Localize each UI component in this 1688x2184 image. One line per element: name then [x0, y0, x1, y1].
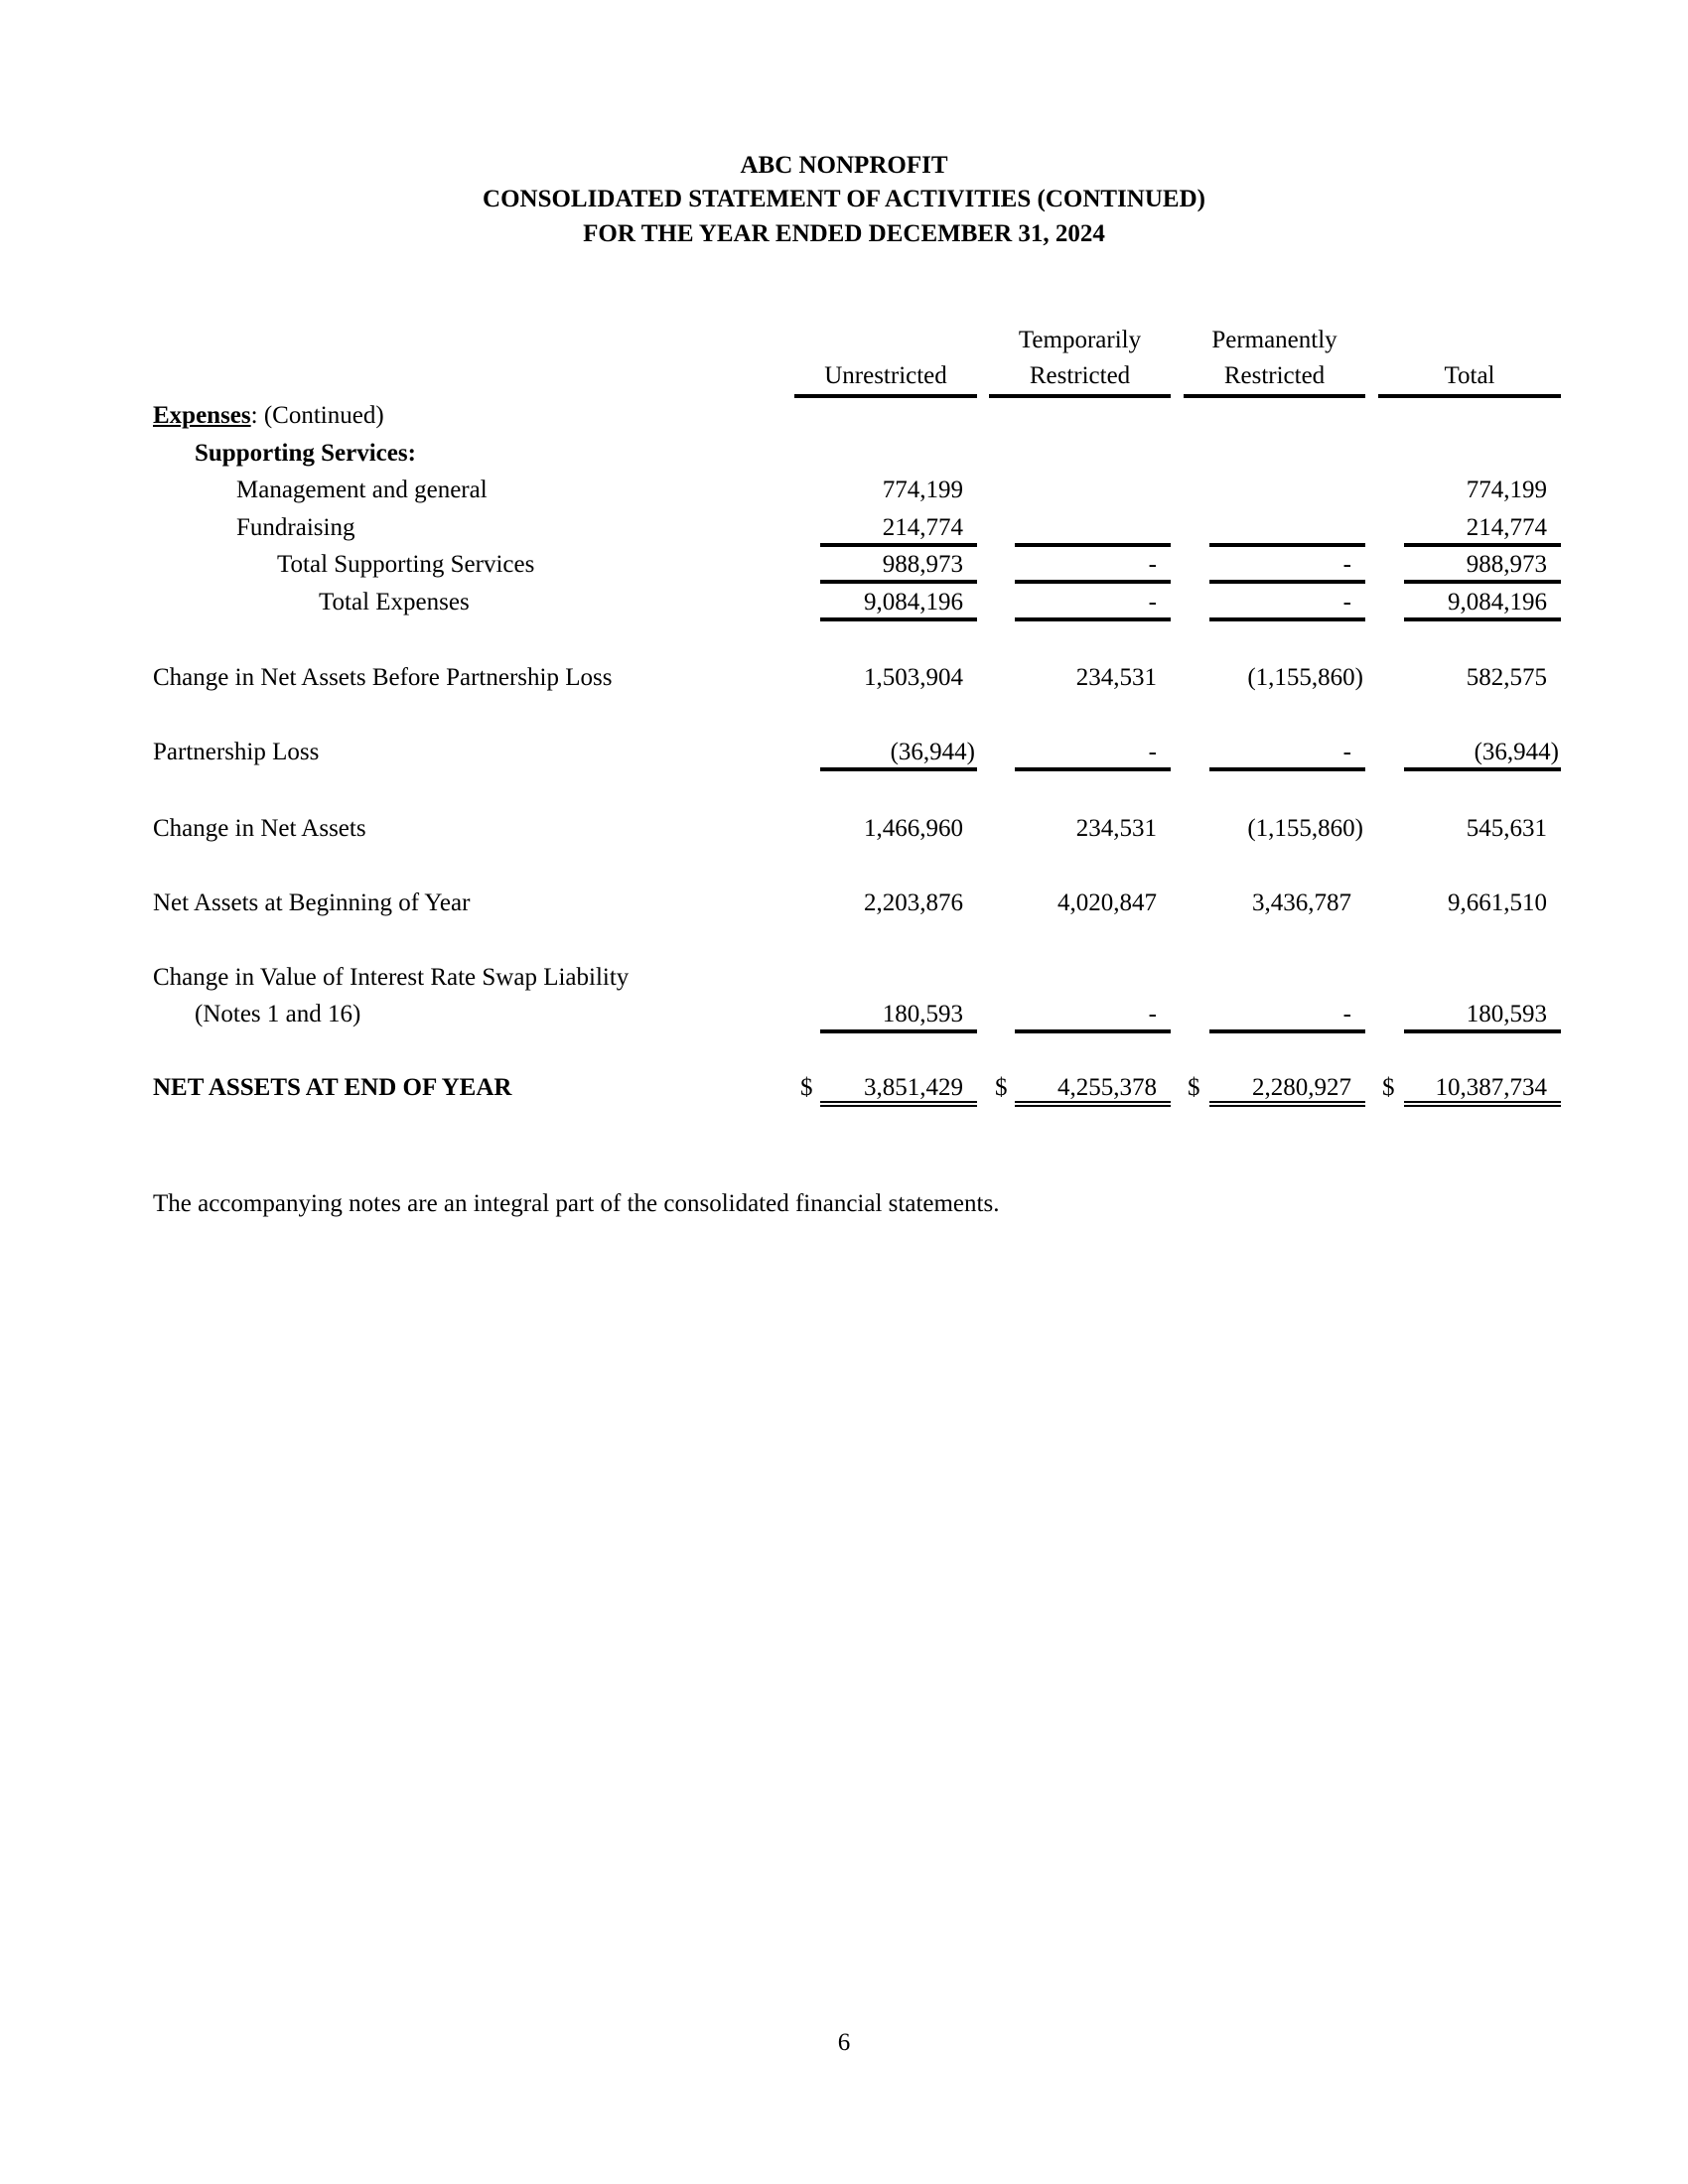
row-label: Partnership Loss — [153, 739, 320, 765]
row-label: Net Assets at Beginning of Year — [153, 889, 471, 916]
column-header-temporarily-restricted: Temporarily Restricted — [989, 323, 1171, 398]
value-cell: 4,255,378 — [1015, 1073, 1171, 1107]
value-cell: 1,466,960 — [864, 815, 963, 842]
statement-period: FOR THE YEAR ENDED DECEMBER 31, 2024 — [583, 220, 1105, 247]
value-cell — [1209, 476, 1365, 509]
header-line1: Temporarily — [1018, 327, 1142, 353]
value-cell: (1,155,860) — [1247, 664, 1363, 691]
value-cell: 988,973 — [820, 550, 977, 584]
value-cell: 2,203,876 — [864, 889, 963, 916]
row-label: Management and general — [236, 477, 488, 503]
value-cell: 774,199 — [1466, 477, 1547, 503]
header-line2: Restricted — [1029, 362, 1131, 389]
footnote: The accompanying notes are an integral p… — [153, 1190, 1000, 1217]
row-label: NET ASSETS AT END OF YEAR — [153, 1074, 512, 1101]
value-cell: 582,575 — [1466, 664, 1547, 691]
header-line1 — [794, 323, 977, 358]
page-number: 6 — [837, 2029, 851, 2056]
value-cell: 214,774 — [1404, 513, 1561, 547]
value-cell: 988,973 — [1404, 550, 1561, 584]
section-heading: Expenses: (Continued) — [153, 401, 384, 431]
value-cell: 9,661,510 — [1448, 889, 1547, 916]
value-cell: - — [1015, 550, 1171, 584]
value-cell: (1,155,860) — [1247, 815, 1363, 842]
value-cell: - — [1209, 738, 1365, 771]
currency-symbol: $ — [1382, 1074, 1395, 1101]
continued-label: : (Continued) — [250, 402, 384, 429]
value-cell: 214,774 — [820, 513, 977, 547]
value-cell: - — [1015, 588, 1171, 621]
value-cell: 9,084,196 — [820, 588, 977, 621]
currency-symbol: $ — [800, 1074, 813, 1101]
organization-name: ABC NONPROFIT — [740, 152, 948, 179]
value-cell: - — [1209, 1000, 1365, 1033]
header-line1 — [1378, 323, 1561, 358]
value-cell: 10,387,734 — [1404, 1073, 1561, 1107]
row-label: Total Expenses — [319, 589, 470, 615]
row-label: Change in Net Assets Before Partnership … — [153, 664, 613, 691]
value-cell: 1,503,904 — [864, 664, 963, 691]
statement-title: CONSOLIDATED STATEMENT OF ACTIVITIES (CO… — [483, 186, 1205, 212]
header-line2: Unrestricted — [824, 362, 947, 389]
subsection-heading: Supporting Services: — [195, 440, 416, 467]
value-cell: 3,851,429 — [820, 1073, 977, 1107]
value-cell — [1015, 476, 1171, 509]
row-label: Change in Value of Interest Rate Swap Li… — [153, 964, 630, 991]
value-cell: (36,944) — [1404, 738, 1561, 771]
value-cell: 234,531 — [1075, 815, 1157, 842]
column-header-unrestricted: Unrestricted — [794, 323, 977, 398]
value-cell: - — [1015, 738, 1171, 771]
column-header-total: Total — [1378, 323, 1561, 398]
row-label-continued: (Notes 1 and 16) — [195, 1001, 361, 1027]
value-cell: - — [1209, 588, 1365, 621]
expenses-heading: Expenses — [153, 402, 251, 429]
value-cell: - — [1015, 1000, 1171, 1033]
value-cell: 3,436,787 — [1252, 889, 1351, 916]
value-cell: 180,593 — [1404, 1000, 1561, 1033]
column-header-permanently-restricted: Permanently Restricted — [1184, 323, 1365, 398]
row-label: Fundraising — [236, 514, 355, 541]
value-cell: 774,199 — [882, 477, 963, 503]
row-label: Total Supporting Services — [277, 551, 535, 578]
header-line1: Permanently — [1211, 327, 1337, 353]
currency-symbol: $ — [995, 1074, 1008, 1101]
value-cell: 2,280,927 — [1209, 1073, 1365, 1107]
header-line2: Total — [1444, 362, 1495, 389]
value-cell: 180,593 — [820, 1000, 977, 1033]
value-cell: - — [1209, 550, 1365, 584]
value-cell: 545,631 — [1466, 815, 1547, 842]
value-cell — [1209, 513, 1365, 547]
value-cell: 9,084,196 — [1404, 588, 1561, 621]
header-line2: Restricted — [1223, 362, 1326, 389]
value-cell: 234,531 — [1075, 664, 1157, 691]
currency-symbol: $ — [1188, 1074, 1200, 1101]
value-cell: 4,020,847 — [1057, 889, 1157, 916]
value-cell — [1015, 513, 1171, 547]
value-cell: (36,944) — [820, 738, 977, 771]
row-label: Change in Net Assets — [153, 815, 366, 842]
